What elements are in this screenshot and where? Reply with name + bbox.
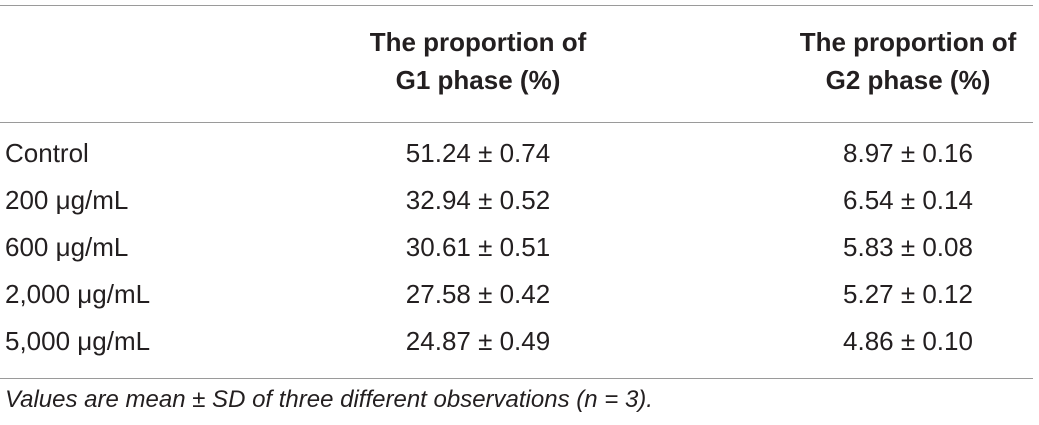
header-rule [0,122,1033,123]
data-cell: 51.24 ± 0.74 [405,138,551,168]
data-cell: 5.27 ± 0.12 [843,279,973,309]
header-cell: G2 phase (%) [825,65,991,95]
data-cell: 24.87 ± 0.49 [405,326,551,356]
row-label: Control [5,138,89,168]
data-cell: 27.58 ± 0.42 [405,279,551,309]
row-label: 600 μg/mL [5,232,129,262]
top-rule [0,5,1033,6]
data-cell: 6.54 ± 0.14 [843,185,973,215]
bottom-rule [0,378,1033,379]
row-label: 200 μg/mL [5,185,129,215]
row-label: 5,000 μg/mL [5,326,151,356]
header-cell: G1 phase (%) [395,65,561,95]
data-cell: 5.83 ± 0.08 [843,232,973,262]
data-cell: 32.94 ± 0.52 [405,185,551,215]
footnote: Values are mean ± SD of three different … [5,386,653,413]
header-cell: The proportion of [369,27,587,57]
data-cell: 8.97 ± 0.16 [843,138,973,168]
header-cell: The proportion of [799,27,1017,57]
data-cell: 4.86 ± 0.10 [843,326,973,356]
row-label: 2,000 μg/mL [5,279,151,309]
data-cell: 30.61 ± 0.51 [405,232,551,262]
